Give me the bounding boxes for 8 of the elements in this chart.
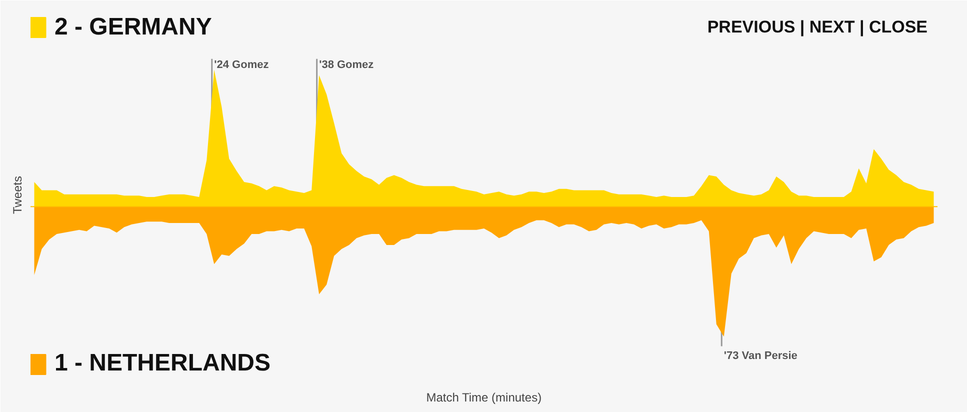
text: '73 Van Persie [724,350,798,362]
x-axis-title: Match Time (minutes) [426,390,542,404]
annotation: '24 Gomez [214,58,270,71]
text: PREVIOUS | NEXT | CLOSE [707,18,928,36]
annotation: '38 Gomez [319,58,374,71]
y-axis-title: Tweets [10,176,24,214]
legend-label: 2 - GERMANY [54,14,212,40]
legend-label: 1 - NETHERLANDS [54,350,271,376]
